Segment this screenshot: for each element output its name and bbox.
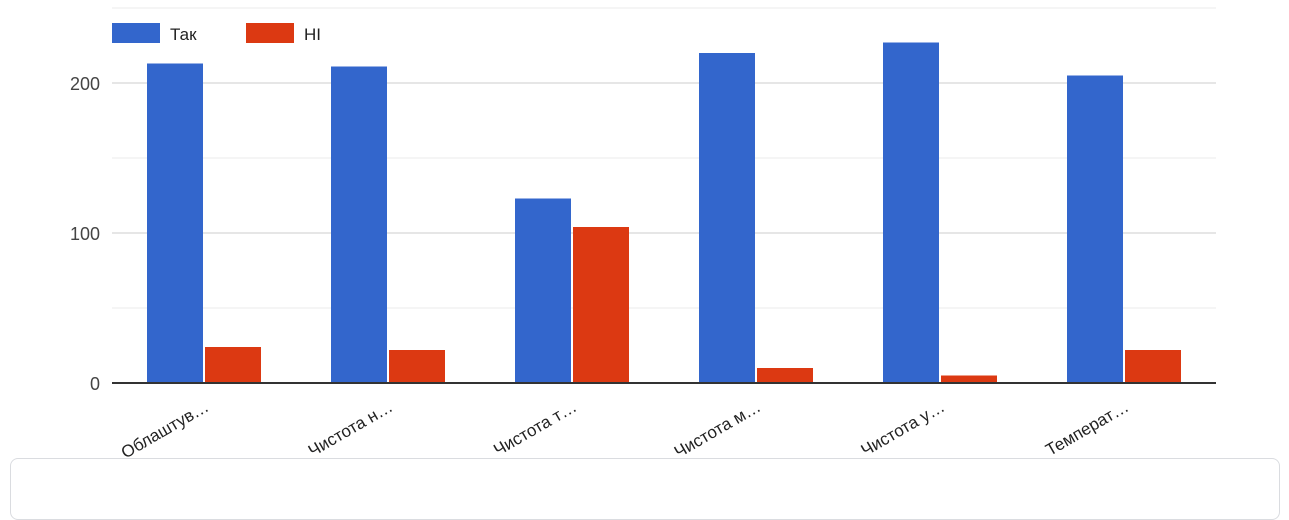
- x-tick-label: Чистота у…: [858, 397, 948, 460]
- x-tick-label: Температ…: [1042, 397, 1132, 460]
- y-tick-label: 0: [90, 374, 100, 394]
- bars: [147, 42, 1181, 384]
- legend: Так НІ: [112, 23, 321, 44]
- next-card: [10, 458, 1280, 520]
- legend-swatch: [112, 23, 160, 43]
- bar-no[interactable]: [205, 347, 261, 383]
- bar-yes[interactable]: [331, 66, 387, 384]
- y-tick-label: 200: [70, 74, 100, 94]
- x-tick-label: Чистота н…: [305, 397, 396, 461]
- bar-yes[interactable]: [1067, 75, 1123, 384]
- x-tick-label: Чистота т…: [490, 397, 580, 460]
- bar-no[interactable]: [757, 368, 813, 383]
- bar-no[interactable]: [389, 350, 445, 383]
- y-axis-ticks: 0 100 200: [70, 74, 100, 394]
- x-tick-label: Чистота м…: [671, 397, 764, 462]
- bar-chart: 0 100 200 Облаштув… Чистота н… Чистота т… Чис…: [70, 7, 1216, 462]
- bar-no[interactable]: [1125, 350, 1181, 383]
- legend-swatch: [246, 23, 294, 43]
- bar-no[interactable]: [941, 375, 997, 384]
- legend-label[interactable]: Так: [170, 25, 197, 44]
- bar-yes[interactable]: [699, 53, 755, 383]
- bar-no[interactable]: [573, 227, 629, 383]
- bar-yes[interactable]: [147, 63, 203, 384]
- x-axis-labels: Облаштув… Чистота н… Чистота т… Чистота м… Ч…: [118, 397, 1132, 462]
- x-tick-label: Облаштув…: [118, 397, 212, 462]
- bar-yes[interactable]: [883, 42, 939, 384]
- gridlines: [112, 7, 1216, 309]
- y-tick-label: 100: [70, 224, 100, 244]
- legend-label[interactable]: НІ: [304, 25, 321, 44]
- bar-yes[interactable]: [515, 198, 571, 384]
